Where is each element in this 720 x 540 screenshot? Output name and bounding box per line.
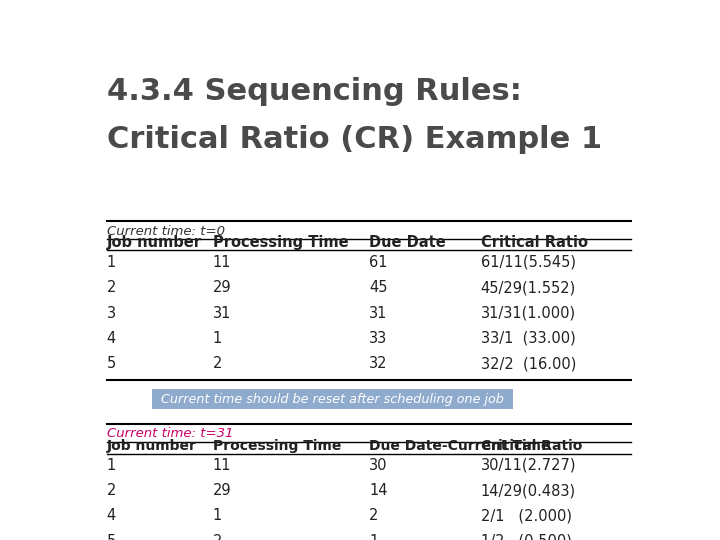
Text: 2: 2: [107, 280, 116, 295]
Text: Critical Ratio: Critical Ratio: [481, 438, 582, 453]
Text: 5: 5: [107, 534, 116, 540]
Text: Job number: Job number: [107, 235, 202, 250]
Text: 29: 29: [213, 280, 231, 295]
Text: Due Date: Due Date: [369, 235, 446, 250]
Text: 1: 1: [213, 509, 222, 523]
Text: 3: 3: [107, 306, 116, 321]
Text: 30/11(2.727): 30/11(2.727): [481, 458, 576, 472]
Text: 61/11(5.545): 61/11(5.545): [481, 255, 575, 270]
Text: 31/31(1.000): 31/31(1.000): [481, 306, 576, 321]
Text: 2/1   (2.000): 2/1 (2.000): [481, 509, 572, 523]
Text: Processing Time: Processing Time: [213, 438, 341, 453]
Text: 2: 2: [213, 534, 222, 540]
Text: 1: 1: [369, 534, 378, 540]
Text: Due Date-Current Time: Due Date-Current Time: [369, 438, 551, 453]
Text: 33/1  (33.00): 33/1 (33.00): [481, 331, 575, 346]
Text: 32: 32: [369, 356, 387, 372]
Text: 2: 2: [369, 509, 379, 523]
FancyBboxPatch shape: [153, 389, 513, 409]
Text: 2: 2: [213, 356, 222, 372]
Text: Critical Ratio (CR) Example 1: Critical Ratio (CR) Example 1: [107, 125, 602, 154]
Text: Current time: t=31: Current time: t=31: [107, 427, 233, 440]
Text: 5: 5: [107, 356, 116, 372]
Text: 11: 11: [213, 255, 231, 270]
Text: 14/29(0.483): 14/29(0.483): [481, 483, 576, 498]
Text: 11: 11: [213, 458, 231, 472]
Text: 14: 14: [369, 483, 387, 498]
Text: 4: 4: [107, 331, 116, 346]
Text: Current time: t=0: Current time: t=0: [107, 225, 225, 238]
Text: 4: 4: [107, 509, 116, 523]
Text: 33: 33: [369, 331, 387, 346]
Text: 4.3.4 Sequencing Rules:: 4.3.4 Sequencing Rules:: [107, 77, 521, 106]
Text: 1: 1: [107, 458, 116, 472]
Text: 31: 31: [369, 306, 387, 321]
Text: 32/2  (16.00): 32/2 (16.00): [481, 356, 576, 372]
Text: 45: 45: [369, 280, 387, 295]
Text: 30: 30: [369, 458, 387, 472]
Text: Processing Time: Processing Time: [213, 235, 348, 250]
Text: 29: 29: [213, 483, 231, 498]
Text: 45/29(1.552): 45/29(1.552): [481, 280, 576, 295]
Text: 2: 2: [107, 483, 116, 498]
Text: Current time should be reset after scheduling one job: Current time should be reset after sched…: [161, 393, 504, 406]
Text: 31: 31: [213, 306, 231, 321]
Text: Critical Ratio: Critical Ratio: [481, 235, 588, 250]
Text: 1: 1: [107, 255, 116, 270]
Text: Job number: Job number: [107, 438, 197, 453]
Text: 1: 1: [213, 331, 222, 346]
Text: 1/2   (0.500): 1/2 (0.500): [481, 534, 572, 540]
Text: 61: 61: [369, 255, 387, 270]
